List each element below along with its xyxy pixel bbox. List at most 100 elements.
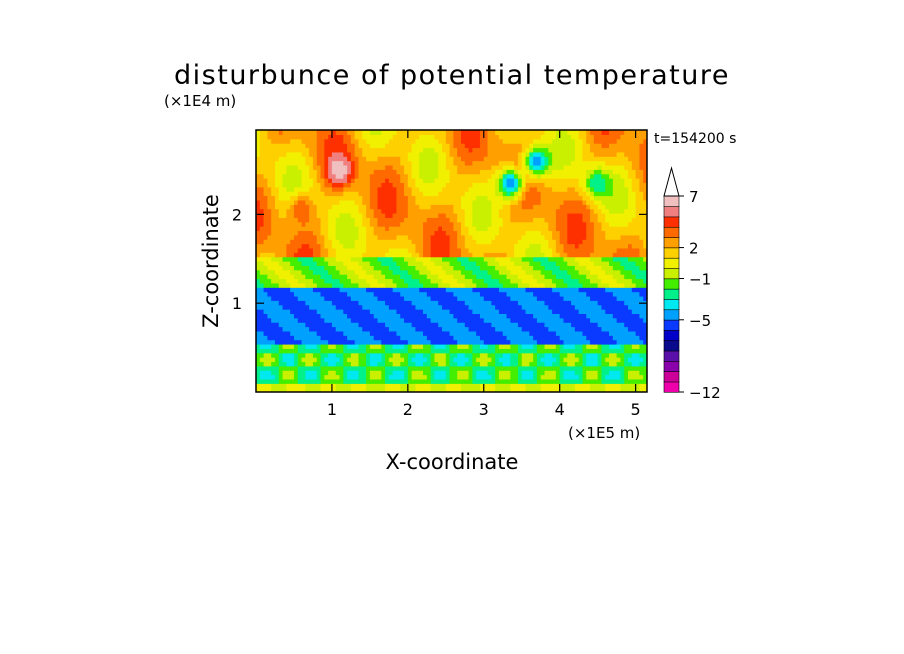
field-cell: [286, 274, 291, 280]
field-cell: [525, 191, 530, 197]
field-cell: [328, 370, 333, 376]
field-cell: [453, 204, 458, 210]
field-cell: [457, 313, 462, 319]
field-cell: [282, 239, 287, 245]
field-cell: [616, 195, 622, 201]
field-cell: [411, 313, 417, 319]
field-cell: [567, 247, 572, 253]
field-cell: [536, 278, 542, 284]
field-cell: [525, 378, 530, 384]
field-cell: [449, 256, 454, 262]
field-cell: [358, 282, 363, 288]
field-cell: [540, 282, 546, 288]
field-cell: [267, 374, 272, 380]
field-cell: [498, 370, 504, 376]
field-cell: [339, 269, 344, 275]
field-cell: [381, 387, 386, 392]
field-cell: [593, 191, 599, 197]
field-cell: [267, 243, 272, 249]
field-cell: [404, 243, 409, 249]
field-cell: [274, 374, 280, 380]
field-cell: [297, 274, 303, 280]
field-cell: [331, 256, 337, 262]
field-cell: [483, 357, 489, 363]
field-cell: [339, 309, 344, 314]
field-cell: [502, 256, 508, 262]
field-cell: [388, 339, 394, 345]
field-cell: [369, 252, 375, 258]
field-cell: [347, 387, 352, 392]
field-cell: [536, 343, 542, 349]
field-cell: [263, 217, 268, 223]
field-cell: [567, 186, 572, 192]
field-cell: [453, 378, 458, 384]
field-cell: [396, 387, 401, 392]
field-cell: [282, 326, 287, 332]
field-cell: [555, 234, 561, 240]
field-cell: [354, 295, 360, 301]
field-cell: [624, 313, 629, 319]
field-cell: [476, 282, 481, 288]
field-cell: [609, 309, 614, 314]
field-cell: [350, 343, 356, 349]
field-cell: [449, 230, 454, 236]
field-cell: [555, 304, 561, 310]
field-cell: [404, 326, 409, 332]
field-cell: [347, 234, 352, 240]
field-cell: [517, 361, 523, 367]
field-cell: [609, 378, 614, 384]
field-cell: [362, 378, 367, 384]
field-cell: [301, 212, 306, 218]
field-cell: [339, 256, 344, 262]
field-cell: [267, 195, 272, 201]
field-cell: [430, 247, 436, 253]
field-cell: [267, 269, 272, 275]
field-cell: [442, 269, 447, 275]
field-cell: [555, 309, 561, 314]
field-cell: [586, 330, 591, 336]
field-cell: [438, 191, 443, 197]
field-cell: [430, 287, 436, 293]
field-cell: [483, 300, 489, 306]
field-cell: [506, 191, 511, 197]
field-cell: [563, 374, 568, 380]
field-cell: [510, 339, 515, 345]
field-cell: [343, 274, 348, 280]
field-cell: [263, 208, 268, 214]
field-cell: [392, 374, 398, 380]
field-cell: [616, 322, 622, 328]
field-cell: [540, 239, 546, 245]
field-cell: [635, 352, 641, 358]
field-cell: [290, 256, 295, 262]
field-cell: [293, 208, 299, 214]
field-cell: [578, 191, 584, 197]
field-cell: [366, 195, 371, 201]
field-cell: [407, 282, 413, 288]
field-cell: [468, 221, 473, 227]
field-cell: [479, 230, 485, 236]
field-cell: [373, 182, 379, 188]
field-cell: [339, 295, 344, 301]
field-cell: [479, 343, 485, 349]
field-cell: [517, 322, 523, 328]
field-cell: [423, 191, 428, 197]
field-cell: [400, 252, 405, 258]
field-cell: [312, 247, 318, 253]
field-cell: [628, 199, 633, 205]
field-cell: [404, 265, 409, 271]
field-cell: [347, 191, 352, 197]
field-cell: [597, 212, 603, 218]
field-cell: [362, 191, 367, 197]
field-cell: [612, 291, 618, 297]
field-cell: [483, 309, 489, 314]
field-cell: [324, 313, 329, 319]
field-cell: [331, 387, 337, 392]
field-cell: [609, 278, 614, 284]
field-cell: [400, 348, 405, 354]
field-cell: [548, 304, 553, 310]
field-cell: [574, 221, 580, 227]
field-cell: [335, 278, 341, 284]
field-cell: [331, 265, 337, 271]
field-cell: [559, 186, 565, 192]
field-cell: [536, 199, 542, 205]
